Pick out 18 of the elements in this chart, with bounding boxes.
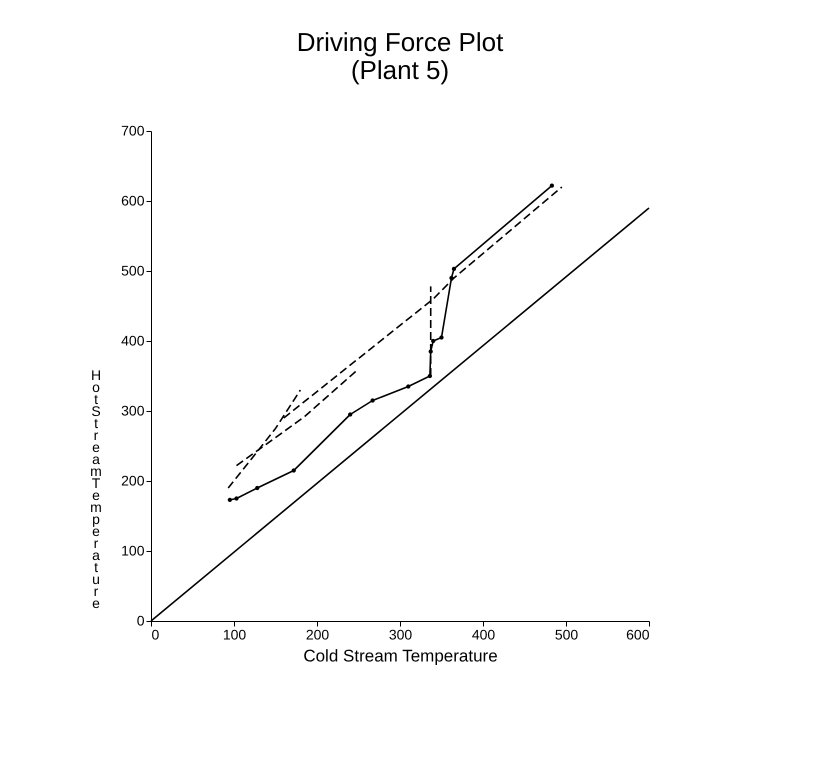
text: Hot Stream Temperature: [90, 367, 102, 611]
y-tick-label: 600: [121, 192, 145, 208]
x-axis-title: Cold Stream Temperature: [303, 646, 498, 666]
y-tick-label: 0: [136, 612, 145, 628]
x-tick-label: 600: [626, 626, 650, 642]
x-tick-label: 300: [388, 626, 412, 642]
y-tick-label: 300: [121, 402, 145, 418]
x-tick-label: 400: [472, 626, 496, 642]
x-tick-label: 100: [222, 626, 246, 642]
y-tick-label: 100: [121, 542, 145, 558]
y-tick-label: 200: [121, 472, 145, 488]
y-tick-label: 700: [121, 122, 145, 138]
x-tick-label: 200: [306, 626, 330, 642]
y-tick-label: 400: [121, 332, 145, 348]
chart-title: Driving Force Plot (Plant 5): [296, 27, 504, 85]
x-tick-label: 0: [152, 626, 160, 642]
y-tick-label: 500: [121, 262, 145, 278]
x-tick-label: 500: [554, 626, 578, 642]
